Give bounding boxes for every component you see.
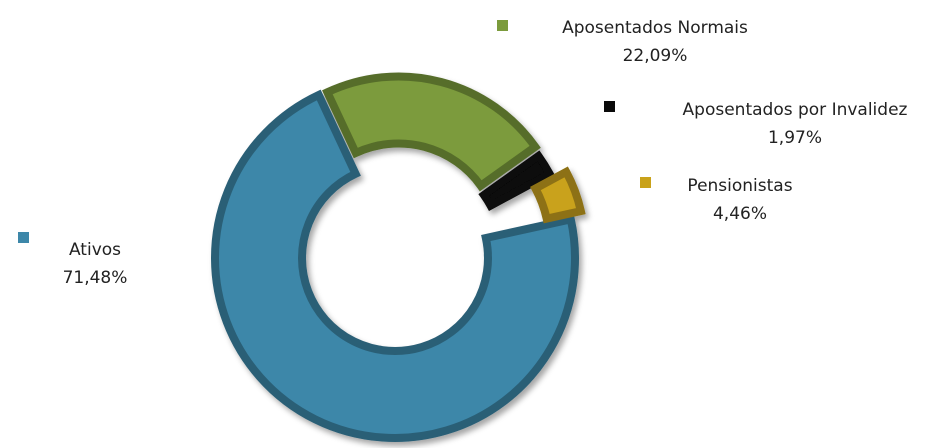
- slice-label: Aposentados por Invalidez: [683, 100, 908, 120]
- slice-label: Ativos: [69, 240, 121, 260]
- legend-marker: [604, 101, 615, 112]
- slice-value-label: 71,48%: [63, 268, 128, 288]
- slice-label: Aposentados Normais: [562, 18, 748, 38]
- slice-label: Pensionistas: [687, 176, 792, 196]
- slice-value-label: 1,97%: [768, 128, 822, 148]
- legend-marker: [497, 20, 508, 31]
- slice-value-label: 22,09%: [623, 46, 688, 66]
- slice-value-label: 4,46%: [713, 204, 767, 224]
- donut: [211, 72, 586, 442]
- donut-slice: [211, 89, 579, 442]
- donut-slice: [478, 150, 555, 212]
- legend-marker: [18, 232, 29, 243]
- donut-slice: [530, 166, 586, 224]
- donut-slice: [322, 72, 541, 192]
- legend-marker: [640, 177, 651, 188]
